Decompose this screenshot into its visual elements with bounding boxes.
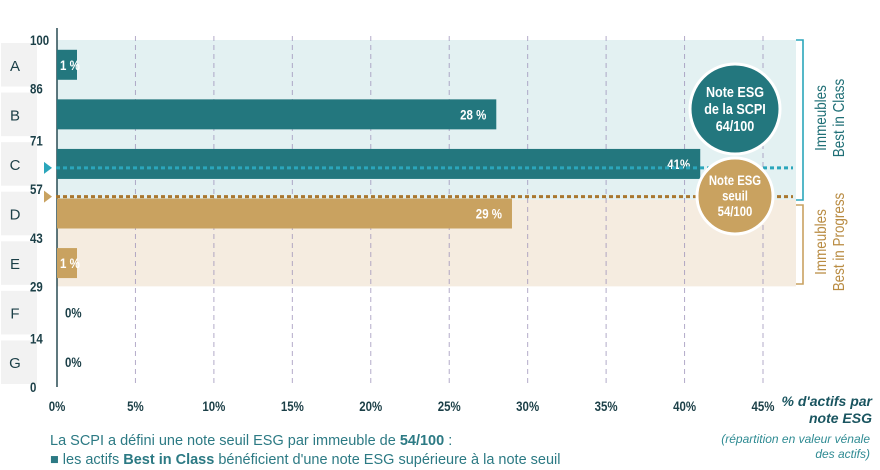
bar-d [57, 198, 512, 229]
score-tick-label: 86 [30, 80, 43, 96]
caption-line-1-end: : [444, 433, 453, 449]
category-cell [1, 92, 37, 137]
category-cell [1, 340, 37, 384]
bracket-best-in-progress [796, 204, 804, 285]
caption-line-2: ■ les actifs Best in Class bénéficient d… [50, 452, 561, 468]
score-tick-label: 29 [30, 278, 43, 294]
badge-scpi-text: 64/100 [716, 117, 755, 134]
bracket-best-in-class [796, 39, 804, 201]
caption-line-1-text: La SCPI a défini une note seuil ESG par … [50, 433, 400, 449]
category-cell [1, 241, 37, 285]
badge-threshold-text: seuil [722, 189, 748, 204]
band-label-best-in-class: Best in Class [831, 79, 848, 157]
category-label: G [9, 355, 21, 372]
score-tick-label: 57 [30, 181, 43, 197]
bar-value-label: 29 % [476, 205, 503, 221]
score-tick-label: 71 [30, 133, 43, 149]
x-tick-label: 10% [202, 398, 226, 414]
category-label: A [10, 58, 20, 75]
badge-scpi [688, 62, 782, 156]
x-tick-label: 35% [595, 398, 619, 414]
caption-line-2-text: les actifs [62, 452, 124, 468]
score-tick-label: 0 [30, 379, 36, 395]
scpi-marker-icon [44, 161, 52, 174]
caption-threshold-value: 54/100 [399, 433, 445, 449]
x-tick-label: 25% [438, 398, 462, 414]
threshold-marker-icon [44, 190, 52, 203]
category-label: D [10, 207, 21, 224]
category-cell [1, 191, 37, 236]
x-tick-label: 0% [49, 398, 66, 414]
category-cell [1, 142, 37, 186]
bar-b [57, 99, 497, 130]
bar-value-label: 1 % [60, 255, 80, 271]
bar-a [57, 49, 77, 80]
score-tick-label: 43 [30, 230, 43, 246]
caption-best-in-class: Best in Class [123, 452, 215, 468]
bar-value-label: 1 % [60, 57, 80, 73]
category-cell [1, 290, 37, 335]
bar-value-label: 28 % [460, 106, 487, 122]
bar-e [57, 248, 77, 279]
badge-threshold-text: Note ESG [709, 173, 761, 188]
caption-line-2-end: bénéficient d'une note ESG supérieure à … [214, 452, 561, 468]
x-tick-label: 40% [673, 398, 697, 414]
x-tick-label: 30% [516, 398, 540, 414]
category-label: E [10, 256, 20, 273]
x-tick-label: 20% [359, 398, 383, 414]
badge-scpi-text: Note ESG [706, 83, 764, 100]
badge-threshold-text: 54/100 [718, 204, 753, 219]
x-axis-subtitle: (répartition en valeur vénale des actifs… [721, 432, 870, 461]
score-tick-label: 100 [30, 32, 49, 48]
bar-value-label: 41% [667, 156, 691, 172]
x-tick-label: 15% [281, 398, 305, 414]
band-label-best-in-progress: Best in Progress [831, 193, 848, 292]
band-label-best-in-progress: Immeubles [813, 209, 830, 275]
category-label: B [10, 107, 20, 124]
caption: La SCPI a défini une note seuil ESG par … [50, 432, 610, 470]
x-axis-title: % d'actifs par note ESG [781, 393, 872, 426]
category-label: F [10, 306, 19, 323]
category-label: C [10, 157, 21, 174]
x-tick-label: 5% [127, 398, 144, 414]
bar-value-label: 0% [65, 305, 82, 321]
caption-line-1: La SCPI a défini une note seuil ESG par … [50, 432, 610, 451]
category-cell [1, 43, 37, 87]
bar-value-label: 0% [65, 354, 82, 370]
score-tick-label: 14 [30, 330, 44, 346]
bar-c [57, 148, 701, 179]
band-label-best-in-class: Immeubles [813, 85, 830, 151]
badge-scpi-text: de la SCPI [704, 100, 766, 117]
badge-threshold [695, 156, 775, 236]
x-tick-label: 45% [752, 398, 776, 414]
